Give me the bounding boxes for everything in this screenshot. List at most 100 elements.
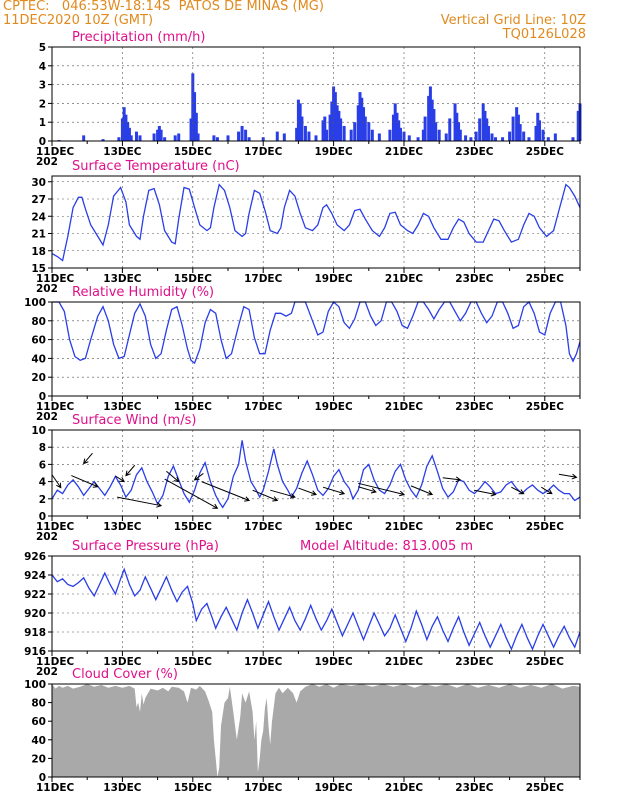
precip-bar: [335, 105, 339, 141]
y-tick-label: 60: [31, 335, 46, 347]
cloud-cover-title: Cloud Cover (%): [72, 667, 178, 682]
precip-bar: [303, 125, 307, 141]
wind-vector-arrow: [166, 470, 180, 483]
wind-vector-arrow: [511, 486, 525, 495]
precip-bar: [483, 110, 487, 141]
y-tick-label: 80: [31, 698, 46, 710]
cloud-cover-panel: 0 20 40 60 80 100 11DEC 13DEC 15DEC 17DEC 19DEC 21D…: [24, 667, 581, 794]
wind-vector-arrow: [125, 464, 136, 477]
precip-bar: [486, 125, 490, 141]
y-tick-label: 30: [31, 177, 46, 189]
precip-bar: [430, 99, 434, 141]
x-tick-label: 19DEC: [314, 401, 353, 413]
precip-bar: [163, 137, 167, 141]
x-tick-label: 17DEC: [244, 521, 283, 533]
precip-bar: [323, 116, 327, 141]
precip-bar: [423, 116, 427, 141]
wind-vector-arrow: [270, 489, 296, 499]
wind-vector-arrow: [322, 486, 346, 496]
y-tick-label: 1: [39, 117, 46, 129]
pressure-series-line: [51, 567, 581, 651]
x-tick-label: 15DEC: [174, 401, 213, 413]
wind-vector-arrow: [115, 475, 126, 483]
temperature-frame: [51, 175, 581, 269]
y-tick-label: 100: [24, 679, 46, 691]
wind-vector-arrow: [51, 474, 62, 489]
precip-bar: [298, 103, 302, 141]
x-tick-label: 19DEC: [314, 521, 353, 533]
x-year-label: 202: [36, 156, 58, 168]
y-tick-label: 80: [31, 316, 46, 328]
y-tick-label: 922: [24, 589, 46, 601]
y-tick-label: 918: [24, 627, 46, 639]
precip-bar: [511, 116, 515, 141]
precip-bar: [275, 131, 279, 141]
precip-bar: [428, 86, 432, 141]
x-tick-label: 25DEC: [526, 782, 565, 794]
precip-bar: [296, 99, 300, 141]
precip-bar: [339, 118, 343, 141]
y-tick-label: 0: [39, 136, 46, 148]
precip-bar: [464, 135, 468, 141]
x-tick-label: 15DEC: [174, 146, 213, 158]
header-datetime: 11DEC2020 10Z (GMT): [3, 13, 154, 28]
wind-vector-arrow: [558, 473, 578, 480]
wind-vector-arrow: [541, 486, 553, 495]
precip-bar: [391, 114, 395, 141]
precip-bar: [515, 107, 519, 141]
wind-vector-arrow: [410, 485, 434, 496]
precip-bar: [328, 114, 332, 141]
x-tick-label: 17DEC: [244, 401, 283, 413]
precip-bar: [393, 103, 397, 141]
x-tick-label: 11DEC: [36, 521, 75, 533]
precip-bar: [159, 129, 163, 141]
precip-bar: [138, 135, 142, 141]
wind-vector-arrow: [164, 478, 219, 509]
x-tick-label: 11DEC: [36, 146, 75, 158]
x-tick-label: 11DEC: [36, 656, 75, 668]
wind-vector-arrow: [298, 487, 317, 496]
precip-bar: [395, 112, 399, 141]
y-tick-label: 0: [39, 511, 46, 523]
precip-bar: [434, 122, 438, 141]
precip-bar: [518, 124, 522, 141]
x-tick-label: 11DEC: [36, 401, 75, 413]
precip-bar: [538, 120, 542, 141]
y-tick-label: 0: [39, 772, 46, 784]
x-tick-label: 21DEC: [385, 782, 424, 794]
precip-bar: [534, 125, 538, 141]
precip-bar: [370, 129, 374, 141]
x-tick-label: 23DEC: [455, 146, 494, 158]
header-station: CPTEC: 046:53W-18:14S PATOS DE MINAS (MG…: [3, 0, 324, 14]
x-tick-label: 15DEC: [174, 273, 213, 285]
precip-bar: [527, 137, 531, 141]
x-tick-label: 25DEC: [526, 401, 565, 413]
y-tick-label: 60: [31, 716, 46, 728]
x-tick-label: 11DEC: [36, 782, 75, 794]
precip-bar: [321, 120, 325, 141]
precip-bar: [546, 137, 550, 141]
precip-bar: [126, 122, 130, 141]
precip-bar: [156, 129, 160, 141]
precip-bar: [177, 133, 181, 141]
x-tick-label: 15DEC: [174, 521, 213, 533]
precip-bar: [458, 129, 462, 141]
cloud-cover-frame: [51, 683, 581, 778]
wind-panel: 0 2 4 6 8 10 11DEC 13DEC 15DEC 17DEC 19DEC 21DEC 23D…: [31, 413, 581, 543]
precip-bar: [349, 129, 353, 141]
precip-bar: [437, 129, 441, 141]
y-tick-label: 6: [39, 459, 46, 471]
precip-bar: [508, 131, 512, 141]
precip-bar: [226, 135, 230, 141]
precip-bar: [212, 135, 216, 141]
precip-bar: [356, 105, 360, 141]
y-tick-label: 100: [24, 297, 46, 309]
x-tick-label: 23DEC: [455, 521, 494, 533]
x-year-label: 202: [36, 531, 58, 543]
y-tick-label: 8: [39, 442, 46, 454]
x-tick-label: 23DEC: [455, 401, 494, 413]
precip-bar: [240, 125, 244, 141]
precip-bar: [421, 129, 425, 141]
precip-bar: [358, 92, 362, 141]
